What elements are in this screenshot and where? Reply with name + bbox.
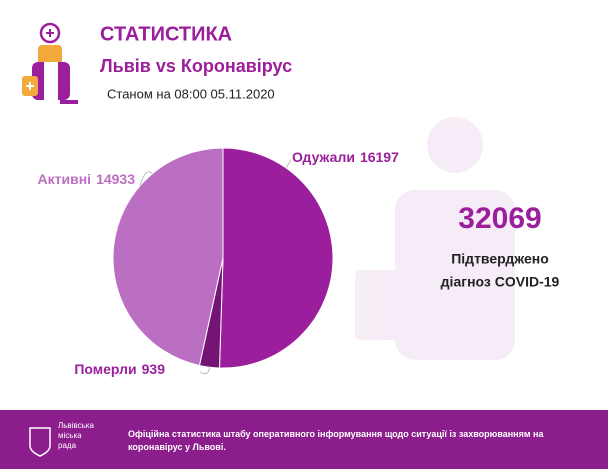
data-label: Активні 14933 [38, 171, 136, 187]
org: рада [58, 441, 77, 450]
pie-slice [112, 147, 224, 367]
doctor-icon [22, 22, 78, 104]
org: Львівська [58, 421, 94, 430]
label-value: 14933 [96, 171, 135, 187]
label-value: 939 [142, 361, 166, 377]
logo [29, 427, 51, 457]
label-name: Одужали [292, 149, 355, 165]
data-label: Померли 939 [74, 361, 165, 377]
leader-line [199, 367, 211, 375]
total-label: діагноз COVID-19 [441, 274, 560, 290]
label-name: Активні [38, 171, 92, 187]
footer-band [0, 410, 608, 469]
label-name: Померли [74, 361, 136, 377]
pie-slice [218, 147, 334, 369]
leader-line [285, 159, 291, 169]
org: міська [58, 431, 82, 440]
subtitle: Львів vs Коронавірус [100, 56, 292, 76]
total-label: Підтверджено [451, 251, 549, 267]
total: 32069 [458, 202, 541, 235]
label-value: 16197 [360, 149, 399, 165]
footer-note: Офіційна статистика штабу оперативного і… [128, 429, 544, 452]
watermark [355, 117, 515, 360]
date: Станом на 08:00 05.11.2020 [107, 86, 275, 101]
data-label: Одужали 16197 [292, 149, 399, 165]
leader-line [139, 171, 153, 187]
title: СТАТИСТИКА [100, 23, 232, 45]
